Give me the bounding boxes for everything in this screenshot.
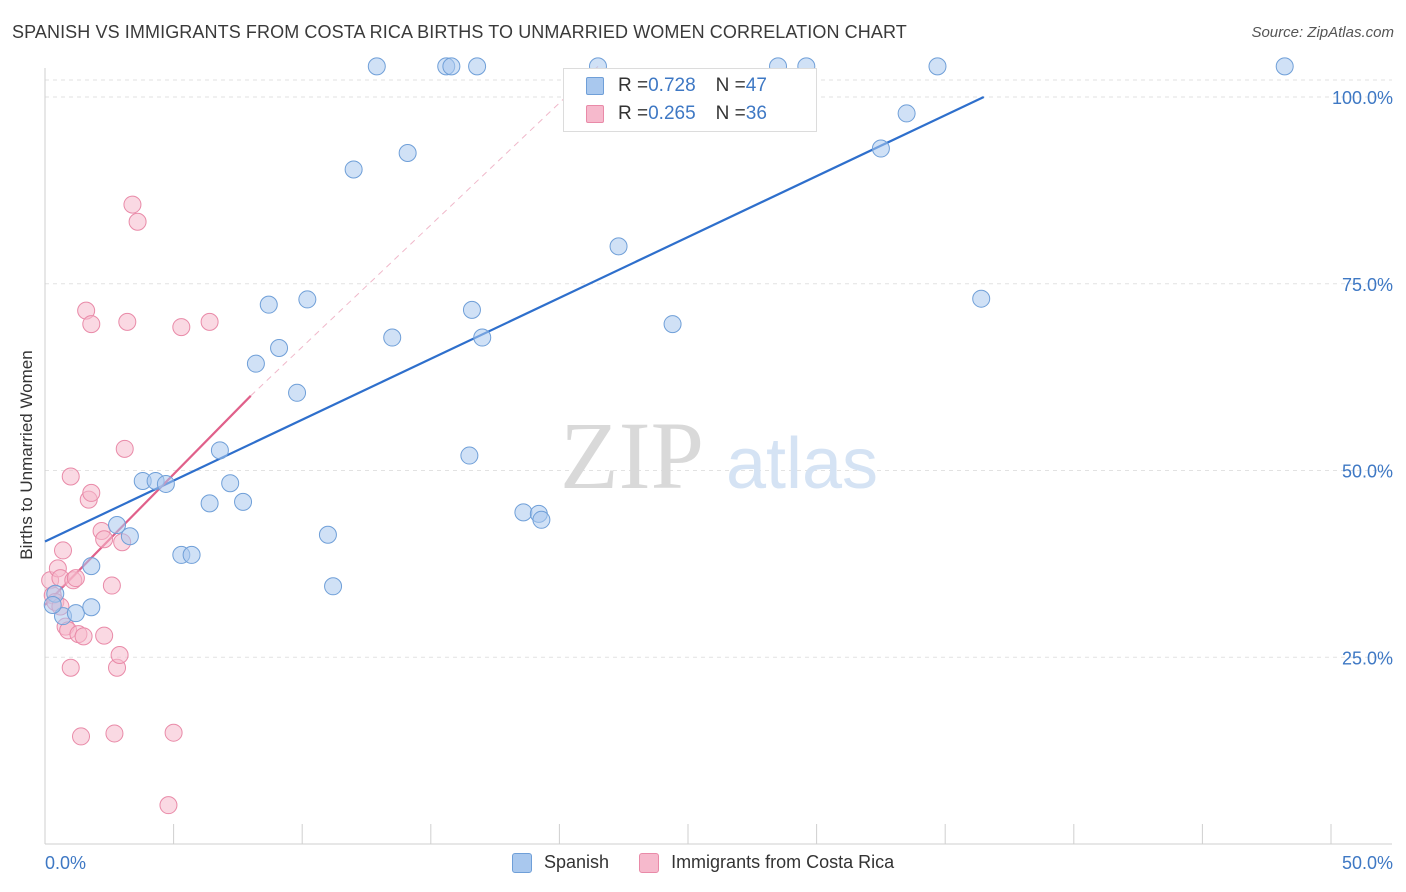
point-spanish [182, 545, 201, 564]
point-costa-rica [82, 315, 101, 334]
point-spanish [298, 290, 317, 309]
point-costa-rica [172, 318, 191, 337]
point-costa-rica [159, 796, 178, 815]
legend-r-value: 0.728 [648, 75, 696, 96]
legend-r-label: R = [618, 75, 649, 96]
point-spanish [288, 383, 307, 402]
point-spanish [609, 237, 628, 256]
x-tick-label: 0.0% [45, 853, 86, 873]
source-label: Source: ZipAtlas.com [1251, 24, 1394, 41]
point-spanish [318, 525, 337, 544]
legend-swatch-spanish [512, 852, 532, 873]
point-spanish [221, 474, 240, 493]
y-tick-label: 75.0% [1342, 275, 1393, 295]
point-spanish [398, 144, 417, 163]
y-tick-label: 100.0% [1332, 88, 1393, 108]
legend-n-label: N = [715, 103, 746, 124]
point-spanish [473, 328, 492, 347]
legend-r-value: 0.265 [648, 103, 696, 124]
series-label-costa-rica: Immigrants from Costa Rica [671, 852, 895, 872]
legend-row-costa-rica: R = 0.265 N = 36 [586, 103, 767, 125]
x-tick-label: 50.0% [1342, 853, 1393, 873]
point-spanish [259, 295, 278, 314]
point-costa-rica [102, 576, 121, 595]
point-spanish [897, 104, 916, 123]
watermark-atlas: atlas [726, 424, 878, 504]
legend-row-spanish: R = 0.728 N = 47 [586, 75, 767, 97]
trend-lines [44, 66, 985, 606]
point-spanish [324, 577, 343, 596]
series-label-spanish: Spanish [544, 852, 610, 872]
point-costa-rica [128, 212, 147, 231]
point-costa-rica [66, 569, 85, 588]
legend-r-label: R = [618, 103, 649, 124]
point-spanish [344, 160, 363, 179]
point-spanish [663, 315, 682, 334]
point-costa-rica [115, 439, 134, 458]
trend-line-spanish [44, 96, 985, 543]
point-costa-rica [61, 658, 80, 677]
point-spanish [156, 474, 175, 493]
point-costa-rica [164, 723, 183, 742]
y-tick-label: 25.0% [1342, 648, 1393, 668]
point-costa-rica [82, 483, 101, 502]
point-spanish [442, 57, 461, 76]
point-spanish [66, 604, 85, 623]
legend-n-label: N = [715, 75, 746, 96]
watermark-zip: ZIP [560, 402, 704, 509]
legend-swatch-costa-rica [586, 105, 604, 123]
point-spanish [108, 516, 127, 535]
point-spanish [120, 527, 139, 546]
point-spanish [367, 57, 386, 76]
chart-title: SPANISH VS IMMIGRANTS FROM COSTA RICA BI… [12, 22, 907, 42]
point-spanish [514, 503, 533, 522]
point-costa-rica [105, 724, 124, 743]
point-costa-rica [54, 541, 73, 560]
point-spanish [972, 289, 991, 308]
correlation-legend: R = 0.728 N = 47 R = 0.265 N = 36 [563, 68, 817, 132]
point-spanish [82, 557, 101, 576]
point-costa-rica [123, 195, 142, 214]
series-legend-spanish[interactable]: Spanish [512, 852, 609, 873]
point-costa-rica [61, 467, 80, 486]
series-legend-costa-rica[interactable]: Immigrants from Costa Rica [639, 852, 894, 873]
point-spanish [460, 446, 479, 465]
point-costa-rica [95, 626, 114, 645]
series-legend: Spanish Immigrants from Costa Rica [512, 852, 924, 873]
point-spanish [246, 354, 265, 373]
point-costa-rica [72, 727, 91, 746]
point-spanish [82, 598, 101, 617]
point-costa-rica [118, 312, 137, 331]
point-spanish [871, 139, 890, 158]
point-costa-rica [95, 530, 114, 549]
point-costa-rica [110, 646, 129, 665]
y-tick-label: 50.0% [1342, 462, 1393, 482]
watermark: ZIP atlas [560, 402, 878, 509]
point-costa-rica [74, 627, 93, 646]
legend-swatch-spanish [586, 77, 604, 95]
point-spanish [200, 494, 219, 513]
trend-line-costa-rica-extension [250, 66, 599, 397]
point-spanish [383, 328, 402, 347]
point-spanish [468, 57, 487, 76]
point-costa-rica [200, 312, 219, 331]
point-spanish [462, 300, 481, 319]
point-spanish [1275, 57, 1294, 76]
legend-n-value: 47 [745, 75, 767, 96]
legend-swatch-costa-rica [639, 852, 660, 873]
legend-n-value: 36 [745, 103, 767, 124]
gridlines [45, 79, 1392, 658]
point-spanish [928, 57, 947, 76]
point-spanish [210, 441, 229, 460]
tick-labels: 25.0% 50.0% 75.0% 100.0% 0.0% 50.0% [45, 88, 1393, 873]
axes [44, 68, 1392, 845]
point-spanish [234, 492, 253, 511]
point-spanish [532, 510, 551, 529]
point-spanish [43, 595, 62, 614]
point-spanish [270, 338, 289, 357]
